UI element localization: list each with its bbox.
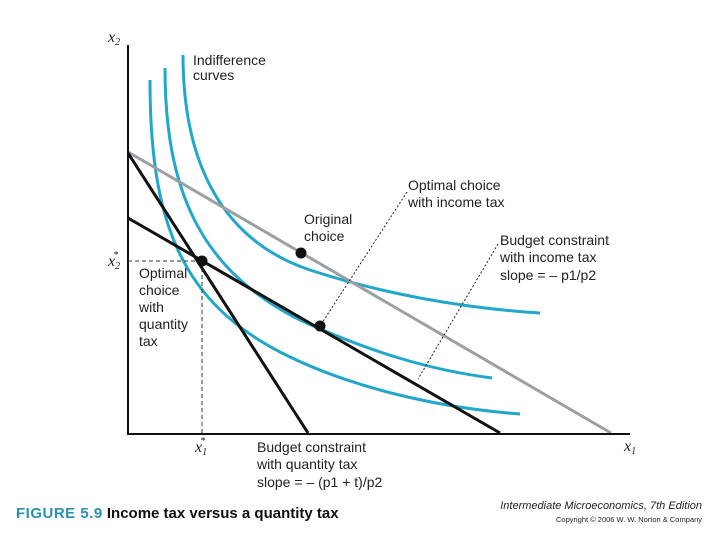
budget-line-original: [127, 216, 501, 435]
original-choice-point: [295, 247, 307, 259]
figure-title: Income tax versus a quantity tax: [106, 505, 339, 522]
credit-block: Intermediate Microeconomics, 7th Edition…: [500, 500, 702, 524]
indifference-curves-label: Indifference curves: [193, 52, 270, 83]
optimal-income-point: [314, 320, 326, 332]
optimal-income-label: Optimal choice with income tax: [407, 177, 504, 210]
indifference-curve-middle: [163, 67, 493, 380]
x1-star-label: x1*: [194, 436, 207, 458]
original-choice-label: Original choice: [304, 211, 356, 244]
budget-line-quantity-tax: [126, 152, 310, 434]
x2-star-label: x2*: [107, 250, 120, 272]
x-axis-label: x1: [623, 438, 636, 457]
y-axis-label: x2: [107, 29, 120, 48]
copyright: Copyright © 2006 W. W. Norton & Company: [555, 515, 702, 524]
indifference-curve-outer: [181, 54, 541, 315]
figure-number: FIGURE 5.9: [16, 505, 103, 522]
budget-line-income-tax: [127, 150, 612, 435]
optimal-quantity-point: [196, 255, 208, 267]
leader-optimal-income: [319, 191, 408, 327]
budget-income-label: Budget constraint with income tax slope …: [499, 232, 613, 283]
optimal-quantity-label: Optimal choice with quantity tax: [138, 265, 192, 349]
indifference-curve-inner: [148, 79, 521, 416]
figure-caption: FIGURE 5.9 Income tax versus a quantity …: [16, 505, 339, 522]
budget-quantity-label: Budget constraint with quantity tax slop…: [256, 439, 383, 490]
book-title: Intermediate Microeconomics, 7th Edition: [500, 500, 702, 512]
